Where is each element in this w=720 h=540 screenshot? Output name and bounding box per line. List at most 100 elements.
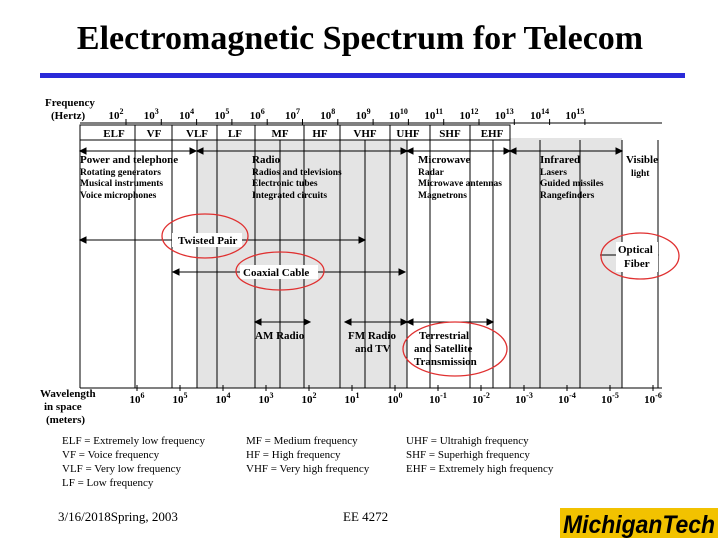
fm-label-2: and TV [355,343,391,355]
group-radio-line: Radios and televisions [252,168,342,178]
wave-tick-label: 10-6 [644,391,662,406]
group-infrared-line: Lasers [540,168,567,178]
twisted-pair-label: Twisted Pair [178,235,237,247]
freq-axis-label: Frequency [45,97,95,109]
media-coaxial [171,265,407,279]
wave-tick-label: 103 [259,391,274,406]
wave-tick-label: 10-2 [472,391,490,406]
legend-entry: VF = Voice frequency [62,449,160,461]
legend-entry: HF = High frequency [246,449,341,461]
footer-course: EE 4272 [343,509,389,524]
band-label: VLF [186,128,208,140]
group-microwave-head: Microwave [418,154,470,166]
wave-tick-label: 10-5 [601,391,619,406]
coaxial-label: Coaxial Cable [243,267,309,279]
media-fm [343,318,409,326]
optical-label-2: Fiber [624,258,650,270]
wave-tick-label: 102 [302,391,317,406]
legend-col-1: ELF = Extremely low frequency VF = Voice… [62,434,205,490]
freq-tick-label: 105 [214,107,229,122]
group-radio-line: Electronic tubes [252,179,318,189]
university-logo: MichiganTech [560,508,718,539]
highlight-circle [161,213,249,259]
freq-tick-label: 1012 [460,107,479,122]
group-radio-line: Integrated circuits [252,191,327,201]
logo-text: MichiganTech [563,511,715,539]
freq-tick-label: 1014 [530,107,549,122]
group-microwave: Microwave Radar Microwave antennas Magne… [418,154,502,201]
terr-label-2: and Satellite [414,343,472,355]
group-visible: Visible light [626,154,658,179]
group-infrared-line: Rangefinders [540,191,595,201]
spectrum-diagram: Frequency (Hertz) 102 103 104 105 106 107 108 1… [40,97,680,426]
media-twisted-pair [78,233,367,247]
band-label: HF [312,128,328,140]
freq-tick-label: 1015 [565,107,584,122]
band-label: MF [271,128,288,140]
wave-axis-label: (meters) [46,414,85,426]
terr-label-1: Terrestrial [419,330,469,342]
group-infrared: Infrared Lasers Guided missiles Rangefin… [540,154,604,201]
legend-entry: LF = Low frequency [62,477,154,489]
group-visible-line: light [631,169,650,179]
wave-tick-label: 101 [345,391,360,406]
band-label: ELF [103,128,125,140]
page-title: Electromagnetic Spectrum for Telecom [76,20,644,57]
band-label: LF [228,128,242,140]
group-radio: Radio Radios and televisions Electronic … [252,154,342,201]
wave-tick-label: 105 [173,391,188,406]
fm-label-1: FM Radio [348,330,396,342]
freq-tick-label: 108 [320,107,335,122]
footer-date: 3/16/2018Spring, 2003 [58,509,178,524]
wave-tick-label: 104 [216,391,231,406]
freq-tick-label: 109 [356,107,371,122]
legend-entry: EHF = Extremely high frequency [406,463,554,475]
legend-entry: VLF = Very low frequency [62,463,182,475]
group-power: Power and telephone Rotating generators … [80,154,178,201]
wave-tick-label: 10-3 [515,391,533,406]
group-microwave-line: Radar [418,168,445,178]
group-infrared-line: Guided missiles [540,179,604,189]
wave-tick-label: 10-4 [558,391,576,406]
freq-tick-label: 1010 [389,107,408,122]
wave-tick-label: 106 [130,391,145,406]
optical-label-1: Optical [618,244,653,256]
group-power-line: Voice microphones [80,191,157,201]
group-visible-head: Visible [626,154,658,166]
legend-col-3: UHF = Ultrahigh frequency SHF = Superhig… [406,434,553,476]
legend-entry: UHF = Ultrahigh frequency [406,435,529,447]
legend-col-2: MF = Medium frequency HF = High frequenc… [246,434,369,476]
media-optical [600,242,660,272]
freq-tick-label: 1011 [424,107,443,122]
group-microwave-line: Magnetrons [418,191,467,201]
wave-tick-label: 100 [388,391,403,406]
wave-tick-label: 10-1 [429,391,447,406]
group-infrared-head: Infrared [540,154,580,166]
freq-tick-label: 1013 [495,107,514,122]
group-power-head: Power and telephone [80,154,178,166]
group-radio-head: Radio [252,154,281,166]
legend-entry: SHF = Superhigh frequency [406,449,530,461]
freq-tick-label: 102 [109,107,124,122]
shade-radio [197,138,407,388]
freq-tick-label: 107 [285,107,300,122]
band-label: SHF [439,128,461,140]
highlight-circle [600,232,680,280]
group-power-line: Musical instruments [80,179,163,189]
band-label: UHF [396,128,420,140]
highlight-circle [402,321,508,377]
media-am [253,318,312,326]
terr-label-3: Transmission [414,356,477,368]
legend-entry: ELF = Extremely low frequency [62,435,206,447]
group-microwave-line: Microwave antennas [418,179,502,189]
legend-entry: VHF = Very high frequency [246,463,370,475]
group-power-line: Rotating generators [80,168,161,178]
band-label: VF [147,128,162,140]
freq-tick-label: 103 [144,107,159,122]
freq-tick-label: 104 [179,107,194,122]
freq-tick-label: 106 [250,107,265,122]
title-underline [40,73,685,78]
wave-axis-label: in space [44,401,82,413]
band-label: EHF [481,128,504,140]
freq-axis-unit: (Hertz) [51,110,86,122]
